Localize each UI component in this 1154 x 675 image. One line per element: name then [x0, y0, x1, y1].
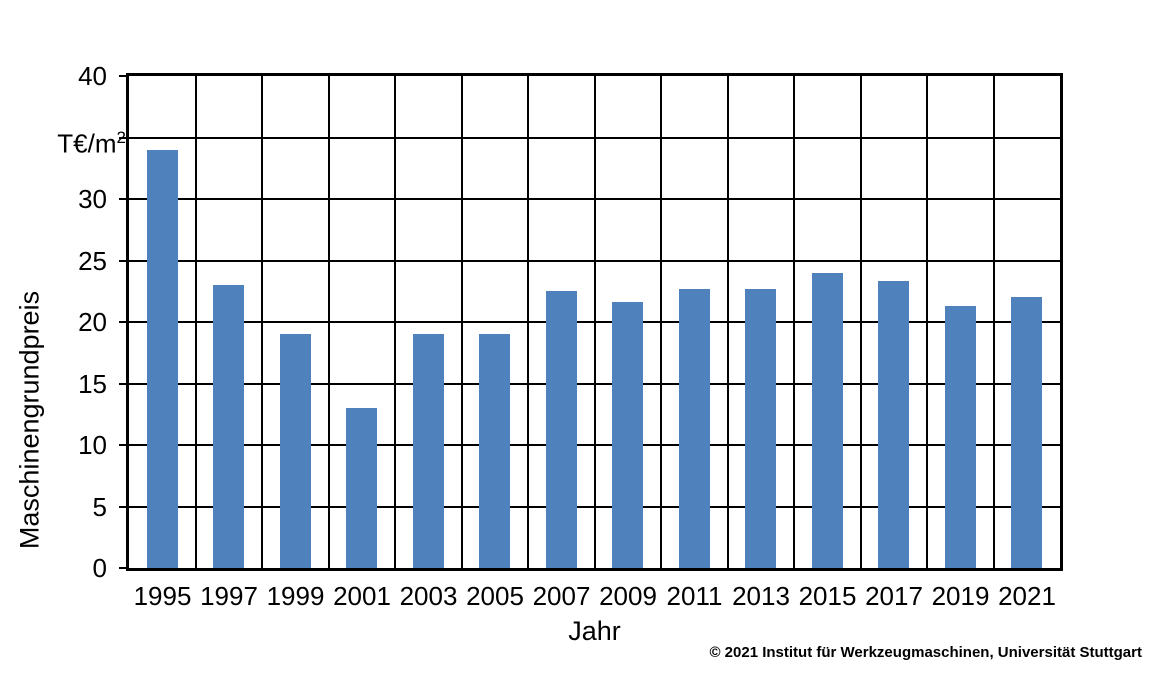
v-gridline-9: [726, 76, 729, 568]
v-gridline-3: [327, 76, 330, 568]
ytick-mark-35: [119, 136, 129, 139]
ytick-label-10: 10: [78, 430, 107, 460]
xtick-label-2015: 2015: [798, 581, 857, 611]
bar-2001: [346, 408, 378, 568]
bar-2009: [612, 302, 644, 568]
plot-area: [126, 73, 1063, 571]
ytick-mark-40: [119, 75, 129, 77]
v-gridline-8: [660, 76, 662, 568]
ytick-mark-15: [119, 382, 129, 385]
v-gridline-12: [926, 76, 928, 568]
bar-2013: [745, 288, 777, 568]
ytick-mark-30: [119, 198, 129, 200]
ytick-mark-5: [119, 505, 129, 508]
ytick-label-20: 20: [78, 307, 107, 337]
xtick-label-2011: 2011: [666, 581, 723, 611]
v-gridline-5: [460, 76, 463, 568]
xtick-label-2019: 2019: [931, 581, 990, 611]
xtick-label-1999: 1999: [266, 581, 325, 611]
bar-2003: [412, 334, 444, 568]
xtick-label-2021: 2021: [998, 581, 1056, 611]
xtick-label-2017: 2017: [865, 581, 923, 611]
bar-2007: [545, 291, 577, 568]
bar-2005: [479, 334, 511, 568]
ytick-label-30: 30: [78, 184, 107, 214]
ytick-label-0: 0: [92, 553, 107, 583]
xtick-label-2005: 2005: [466, 581, 524, 611]
y-axis-unit-text: T€/m: [57, 128, 117, 159]
bar-1995: [146, 149, 178, 568]
xtick-label-2009: 2009: [599, 581, 657, 611]
xtick-label-2013: 2013: [732, 581, 790, 611]
ytick-label-15: 15: [78, 368, 107, 399]
v-gridline-10: [793, 76, 795, 568]
v-gridline-6: [527, 76, 529, 568]
copyright-text: © 2021 Institut für Werkzeugmaschinen, U…: [709, 644, 1142, 661]
v-gridline-2: [261, 76, 263, 568]
xtick-label-2003: 2003: [399, 581, 458, 611]
bar-1999: [279, 334, 311, 568]
xtick-label-1997: 1997: [200, 581, 258, 611]
bar-2015: [811, 272, 843, 568]
y-axis-unit-label: T€/m2: [0, 123, 126, 159]
ytick-label-40: 40: [78, 61, 107, 91]
x-axis-title: Jahr: [568, 616, 621, 646]
ytick-label-5: 5: [92, 491, 107, 522]
bar-2021: [1011, 297, 1043, 568]
xtick-label-2007: 2007: [532, 581, 591, 611]
ytick-mark-10: [119, 444, 129, 446]
v-gridline-4: [394, 76, 396, 568]
bar-2011: [678, 288, 710, 568]
ytick-mark-25: [119, 259, 129, 262]
ytick-mark-20: [119, 321, 129, 323]
v-gridline-7: [593, 76, 596, 568]
bar-2017: [878, 281, 910, 568]
v-gridline-11: [859, 76, 862, 568]
bar-2019: [944, 306, 976, 568]
bar-1997: [213, 285, 245, 568]
v-gridline-1: [194, 76, 197, 568]
xtick-label-1995: 1995: [133, 581, 192, 611]
ytick-mark-0: [119, 567, 129, 569]
v-gridline-13: [992, 76, 995, 568]
ytick-label-25: 25: [78, 245, 107, 276]
xtick-label-2001: 2001: [333, 581, 391, 611]
